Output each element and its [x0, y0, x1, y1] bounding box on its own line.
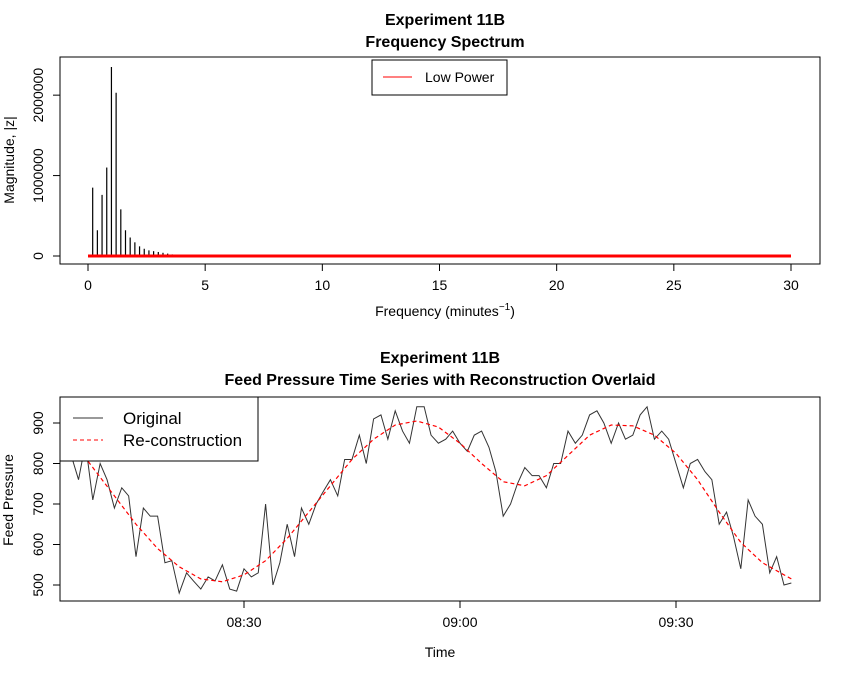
spectrum-x-tick-label: 15: [432, 277, 448, 293]
timeseries-y-axis: 500 600 700 800 900: [30, 411, 60, 597]
spectrum-y-tick-label: 2000000: [30, 68, 46, 123]
timeseries-legend-box: [59, 396, 259, 462]
legend-label-low-power: Low Power: [425, 69, 495, 85]
timeseries-plot-frame: [59, 396, 821, 602]
reconstruction-series-line: [70, 420, 792, 583]
spectrum-x-tick-label: 30: [783, 277, 799, 293]
spectrum-x-tick-label: 10: [315, 277, 331, 293]
timeseries-chart: Experiment 11B Feed Pressure Time Series…: [0, 350, 821, 660]
spectrum-y-tick-label: 0: [30, 252, 46, 260]
timeseries-x-tick-label: 08:30: [226, 614, 261, 630]
spectrum-chart: Experiment 11B Frequency Spectrum 0 10000…: [1, 12, 821, 319]
timeseries-y-tick-label: 500: [30, 573, 46, 597]
timeseries-x-axis: 08:30 09:00 09:30: [226, 601, 694, 630]
timeseries-y-tick-label: 800: [30, 452, 46, 476]
spectrum-x-tick-label: 25: [666, 277, 682, 293]
timeseries-x-tick-label: 09:00: [442, 614, 477, 630]
spectrum-series: [88, 67, 791, 258]
original-series-line: [70, 405, 792, 595]
spectrum-title: Experiment 11B: [385, 12, 505, 29]
spectrum-x-tick-label: 20: [549, 277, 565, 293]
spectrum-y-label: Magnitude, |z|: [1, 116, 17, 203]
spectrum-y-tick-label: 1000000: [30, 148, 46, 203]
spectrum-x-tick-label: 5: [201, 277, 209, 293]
spectrum-y-axis: 0 1000000 2000000: [30, 68, 60, 260]
timeseries-subtitle: Feed Pressure Time Series with Reconstru…: [225, 372, 656, 389]
spectrum-x-tick-label: 0: [84, 277, 92, 293]
spectrum-legend: Low Power: [371, 59, 508, 96]
timeseries-y-tick-label: 900: [30, 411, 46, 435]
legend-label-original: Original: [123, 409, 182, 428]
timeseries-series: [70, 405, 792, 595]
timeseries-legend: Original Re-construction: [59, 396, 259, 462]
timeseries-y-tick-label: 700: [30, 492, 46, 516]
legend-label-reconstruction: Re-construction: [123, 431, 242, 450]
timeseries-x-label: Time: [425, 644, 456, 660]
spectrum-subtitle: Frequency Spectrum: [365, 34, 524, 51]
timeseries-y-label: Feed Pressure: [0, 454, 16, 546]
timeseries-y-tick-label: 600: [30, 533, 46, 557]
spectrum-x-label: Frequency (minutes−1): [375, 302, 515, 319]
timeseries-title: Experiment 11B: [380, 350, 500, 367]
timeseries-x-tick-label: 09:30: [658, 614, 693, 630]
spectrum-x-axis: 0 5 10 15 20 25 30: [84, 264, 799, 293]
